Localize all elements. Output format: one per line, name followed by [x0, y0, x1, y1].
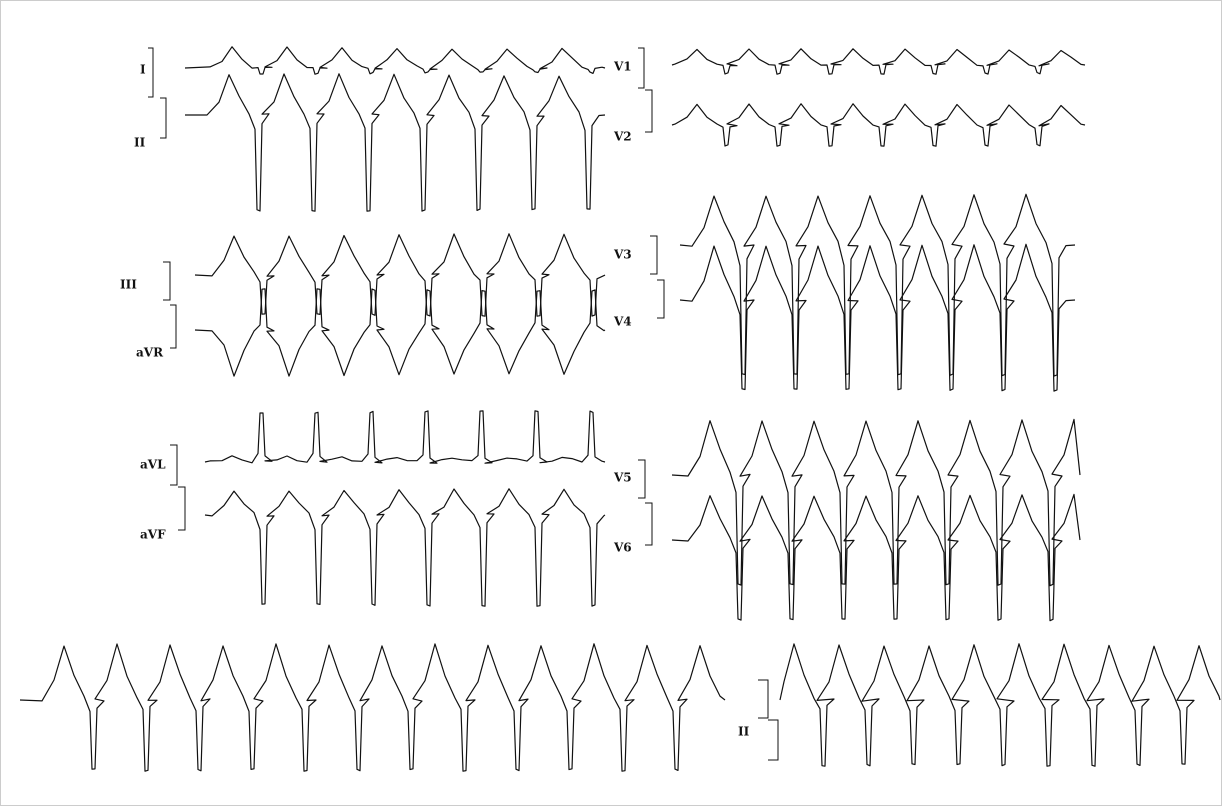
lead-label: aVL	[140, 458, 166, 472]
lead-label: II	[738, 725, 750, 739]
ecg-trace	[194, 233, 606, 317]
ecg-trace	[194, 288, 606, 377]
ecg-trace	[671, 493, 1081, 622]
ecg-trace	[204, 488, 606, 607]
calibration	[758, 679, 779, 761]
ecg-trace	[671, 418, 1081, 587]
ecg-trace	[204, 410, 606, 464]
lead-label: V5	[613, 471, 632, 485]
lead-label: III	[120, 278, 137, 292]
ecg-trace	[779, 643, 1221, 767]
ecg-trace	[679, 243, 1076, 392]
lead-label: V3	[613, 248, 632, 262]
ecg-trace	[679, 193, 1076, 377]
lead-label: I	[140, 63, 146, 77]
calibration	[638, 47, 653, 133]
calibration	[638, 459, 653, 546]
calibration	[170, 444, 186, 531]
calibration	[163, 261, 177, 349]
lead-label: V2	[613, 130, 632, 144]
lead-label: aVF	[140, 528, 166, 542]
ecg-trace	[671, 48, 1086, 75]
ecg-trace	[185, 73, 606, 212]
lead-label: II	[134, 136, 146, 150]
lead-label: aVR	[136, 346, 164, 360]
ecg-trace	[19, 643, 726, 772]
ecg-trace	[184, 46, 606, 75]
lead-label: V1	[613, 60, 632, 74]
calibration	[650, 235, 665, 319]
lead-label: V4	[613, 315, 632, 329]
lead-label: V6	[613, 541, 632, 555]
calibration	[148, 47, 167, 139]
ecg-trace	[671, 103, 1086, 147]
